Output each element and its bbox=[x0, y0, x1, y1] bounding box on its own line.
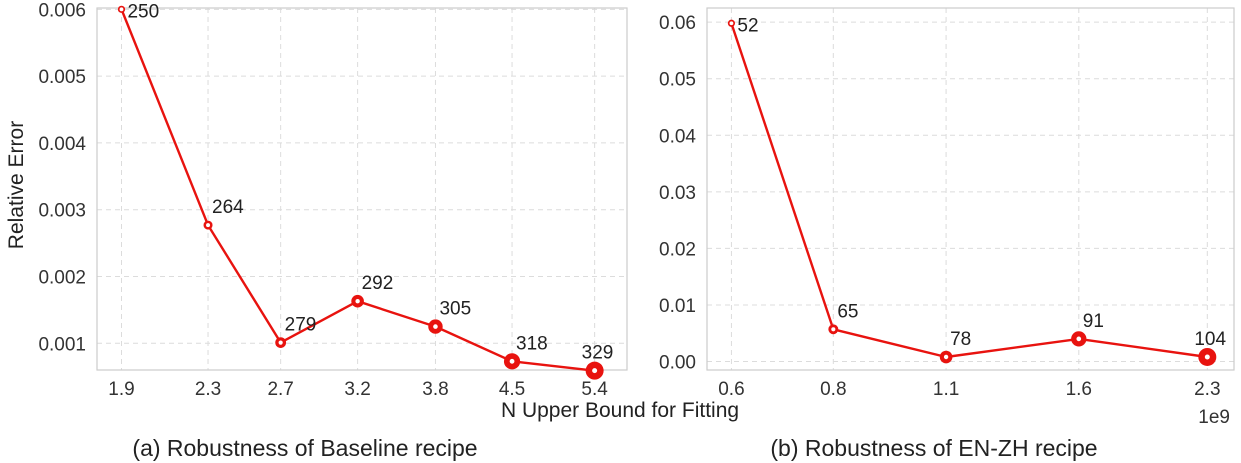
data-point-center bbox=[355, 299, 360, 304]
y-tick-label: 0.006 bbox=[38, 0, 86, 21]
y-tick-label: 0.004 bbox=[38, 134, 86, 155]
plot-frame bbox=[96, 7, 628, 371]
x-offset-label: 1e9 bbox=[1198, 407, 1230, 428]
caption-baseline-recipe: (a) Robustness of Baseline recipe bbox=[132, 435, 477, 461]
y-tick-label: 0.05 bbox=[659, 70, 696, 91]
y-axis-label: Relative Error bbox=[5, 121, 28, 249]
point-label: 305 bbox=[439, 299, 471, 320]
y-tick-label: 0.01 bbox=[659, 296, 696, 317]
point-label: 250 bbox=[127, 1, 159, 22]
y-tick-label: 0.02 bbox=[659, 239, 696, 260]
point-label: 264 bbox=[212, 197, 244, 218]
y-tick-label: 0.003 bbox=[38, 201, 86, 222]
y-tick-label: 0.002 bbox=[38, 267, 86, 288]
point-label: 329 bbox=[582, 343, 614, 364]
point-label: 52 bbox=[737, 15, 758, 36]
data-point-center bbox=[1076, 336, 1082, 342]
x-tick-label: 0.6 bbox=[718, 379, 744, 400]
data-point-center bbox=[119, 7, 124, 12]
y-tick-label: 0.03 bbox=[659, 183, 696, 204]
x-tick-label: 4.5 bbox=[499, 379, 525, 400]
x-tick-label: 0.8 bbox=[820, 379, 846, 400]
y-tick-label: 0.001 bbox=[38, 334, 86, 355]
x-tick-label: 1.1 bbox=[933, 379, 959, 400]
data-point-center bbox=[1204, 354, 1210, 360]
data-point-center bbox=[433, 324, 438, 329]
point-label: 279 bbox=[285, 315, 317, 336]
point-label: 292 bbox=[362, 273, 394, 294]
x-axis-label: N Upper Bound for Fitting bbox=[501, 399, 739, 422]
data-point-center bbox=[278, 340, 283, 345]
y-tick-label: 0.005 bbox=[38, 67, 86, 88]
point-label: 78 bbox=[950, 329, 971, 350]
x-tick-label: 2.3 bbox=[1194, 379, 1220, 400]
point-label: 318 bbox=[516, 333, 548, 354]
data-point-center bbox=[509, 358, 515, 364]
x-tick-label: 2.3 bbox=[195, 379, 221, 400]
data-point-center bbox=[206, 223, 211, 228]
data-point-center bbox=[943, 354, 949, 360]
x-tick-label: 1.9 bbox=[108, 379, 134, 400]
x-tick-label: 3.8 bbox=[422, 379, 448, 400]
point-label: 104 bbox=[1194, 329, 1226, 350]
x-tick-label: 5.4 bbox=[581, 379, 608, 400]
data-point-center bbox=[831, 327, 836, 332]
y-tick-label: 0.04 bbox=[659, 126, 696, 147]
x-tick-label: 3.2 bbox=[344, 379, 370, 400]
y-tick-label: 0.06 bbox=[659, 13, 696, 34]
data-point-center bbox=[729, 21, 734, 26]
panel-en-zh-recipe: 0.6 0.8 1.1 1.6 2.3 0.00 0.01 0.02 0.03 0.04 0.05 0… bbox=[659, 7, 1235, 428]
point-label: 91 bbox=[1083, 311, 1104, 332]
data-point-center bbox=[592, 368, 598, 374]
y-tick-label: 0.00 bbox=[659, 353, 696, 374]
caption-en-zh-recipe: (b) Robustness of EN-ZH recipe bbox=[770, 435, 1097, 461]
x-tick-label: 1.6 bbox=[1066, 379, 1092, 400]
point-label: 65 bbox=[837, 301, 858, 322]
panel-baseline-recipe: 1.9 2.3 2.7 3.2 3.8 4.5 5.4 0.001 0.002 0.003 0.00… bbox=[38, 0, 628, 400]
x-tick-label: 2.7 bbox=[267, 379, 293, 400]
plot-frame bbox=[706, 7, 1235, 371]
series-line bbox=[730, 22, 1208, 359]
